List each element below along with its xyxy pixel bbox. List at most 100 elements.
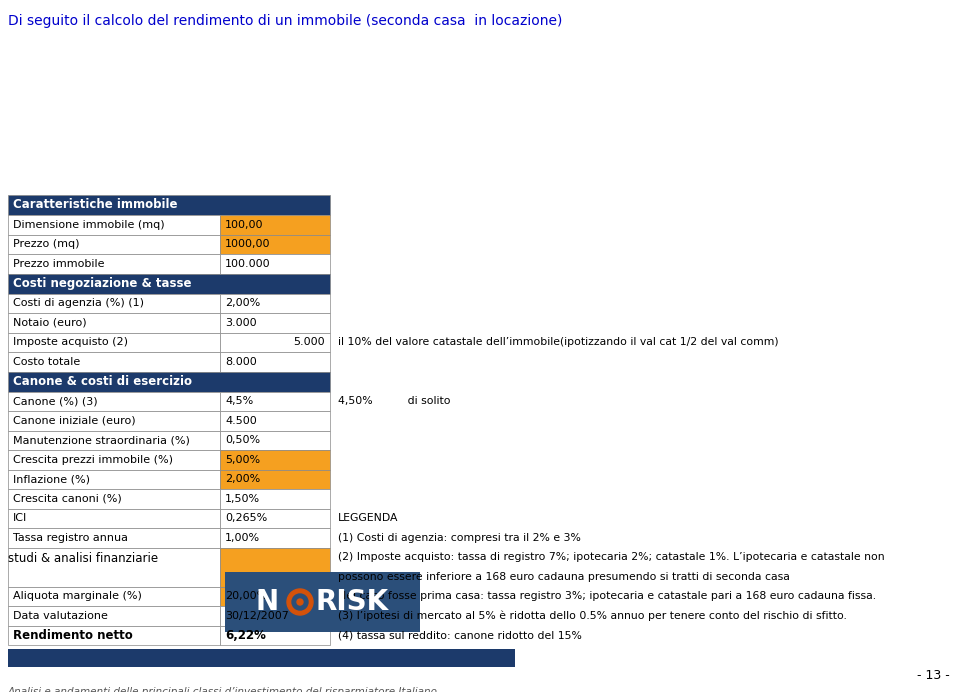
- Text: ICI: ICI: [13, 513, 27, 523]
- Text: Analisi e andamenti delle principali classi d’investimento del risparmiatore Ita: Analisi e andamenti delle principali cla…: [8, 687, 438, 692]
- Text: 20,00%: 20,00%: [225, 591, 267, 601]
- Text: il 10% del valore catastale dell’immobile(ipotizzando il val cat 1/2 del val com: il 10% del valore catastale dell’immobil…: [338, 337, 779, 347]
- FancyBboxPatch shape: [8, 626, 220, 645]
- FancyBboxPatch shape: [220, 215, 330, 235]
- FancyBboxPatch shape: [220, 392, 330, 411]
- Text: 100.000: 100.000: [225, 259, 271, 268]
- Text: Crescita canoni (%): Crescita canoni (%): [13, 494, 122, 504]
- Circle shape: [297, 599, 303, 605]
- FancyBboxPatch shape: [8, 372, 330, 392]
- Text: 5,00%: 5,00%: [225, 455, 260, 465]
- Text: N: N: [255, 588, 278, 616]
- FancyBboxPatch shape: [8, 649, 515, 667]
- FancyBboxPatch shape: [8, 254, 220, 273]
- FancyBboxPatch shape: [8, 293, 220, 313]
- Text: Imposte acquisto (2): Imposte acquisto (2): [13, 337, 128, 347]
- Text: Canone (%) (3): Canone (%) (3): [13, 397, 98, 406]
- Text: Canone iniziale (euro): Canone iniziale (euro): [13, 416, 135, 426]
- FancyBboxPatch shape: [225, 572, 420, 632]
- Text: 0,265%: 0,265%: [225, 513, 267, 523]
- FancyBboxPatch shape: [220, 450, 330, 469]
- FancyBboxPatch shape: [8, 235, 220, 254]
- Text: 1,50%: 1,50%: [225, 494, 260, 504]
- Text: Tassa registro annua: Tassa registro annua: [13, 533, 128, 543]
- FancyBboxPatch shape: [220, 430, 330, 450]
- FancyBboxPatch shape: [8, 215, 220, 235]
- Text: LEGGENDA: LEGGENDA: [338, 513, 398, 523]
- Text: Costi di agenzia (%) (1): Costi di agenzia (%) (1): [13, 298, 144, 308]
- Text: 1,00%: 1,00%: [225, 533, 260, 543]
- Text: 100,00: 100,00: [225, 220, 263, 230]
- Text: 3.000: 3.000: [225, 318, 256, 328]
- FancyBboxPatch shape: [8, 469, 220, 489]
- FancyBboxPatch shape: [8, 489, 220, 509]
- FancyBboxPatch shape: [8, 195, 330, 215]
- Text: 0,50%: 0,50%: [225, 435, 260, 445]
- Text: Rendimento netto: Rendimento netto: [13, 629, 132, 641]
- Text: 1000,00: 1000,00: [225, 239, 271, 249]
- FancyBboxPatch shape: [8, 450, 220, 469]
- Text: (4) tassa sul reddito: canone ridotto del 15%: (4) tassa sul reddito: canone ridotto de…: [338, 630, 582, 640]
- Text: Manutenzione straordinaria (%): Manutenzione straordinaria (%): [13, 435, 190, 445]
- FancyBboxPatch shape: [220, 489, 330, 509]
- FancyBboxPatch shape: [8, 430, 220, 450]
- Text: 30/12/2007: 30/12/2007: [225, 611, 289, 621]
- Text: Crescita prezzi immobile (%): Crescita prezzi immobile (%): [13, 455, 173, 465]
- FancyBboxPatch shape: [8, 528, 220, 547]
- Text: - 13 -: - 13 -: [917, 669, 950, 682]
- Text: possono essere inferiore a 168 euro cadauna presumendo si tratti di seconda casa: possono essere inferiore a 168 euro cada…: [338, 572, 790, 582]
- Text: 2,00%: 2,00%: [225, 474, 260, 484]
- Text: Data valutazione: Data valutazione: [13, 611, 108, 621]
- FancyBboxPatch shape: [8, 352, 220, 372]
- FancyBboxPatch shape: [220, 293, 330, 313]
- Text: 4,50%          di solito: 4,50% di solito: [338, 397, 450, 406]
- Text: RISK: RISK: [316, 588, 389, 616]
- Text: Prezzo immobile: Prezzo immobile: [13, 259, 105, 268]
- Text: (3) l’ipotesi di mercato al 5% è ridotta dello 0.5% annuo per tenere conto del r: (3) l’ipotesi di mercato al 5% è ridotta…: [338, 610, 847, 621]
- FancyBboxPatch shape: [8, 606, 220, 626]
- Text: Prezzo (mq): Prezzo (mq): [13, 239, 80, 249]
- Text: 4,5%: 4,5%: [225, 397, 253, 406]
- FancyBboxPatch shape: [8, 273, 330, 293]
- Text: Costo totale: Costo totale: [13, 357, 81, 367]
- Text: Nel caso fosse prima casa: tassa registro 3%; ipotecaria e catastale pari a 168 : Nel caso fosse prima casa: tassa registr…: [338, 591, 876, 601]
- Text: 5.000: 5.000: [294, 337, 325, 347]
- Text: 2,00%: 2,00%: [225, 298, 260, 308]
- Text: Di seguito il calcolo del rendimento di un immobile (seconda casa  in locazione): Di seguito il calcolo del rendimento di …: [8, 14, 563, 28]
- FancyBboxPatch shape: [8, 392, 220, 411]
- FancyBboxPatch shape: [220, 469, 330, 489]
- Circle shape: [292, 594, 308, 610]
- FancyBboxPatch shape: [220, 313, 330, 332]
- FancyBboxPatch shape: [8, 547, 220, 587]
- FancyBboxPatch shape: [220, 352, 330, 372]
- Text: studi & analisi finanziarie: studi & analisi finanziarie: [8, 552, 158, 565]
- FancyBboxPatch shape: [220, 587, 330, 606]
- FancyBboxPatch shape: [220, 528, 330, 547]
- Text: Costi negoziazione & tasse: Costi negoziazione & tasse: [13, 277, 191, 290]
- Text: Inflazione (%): Inflazione (%): [13, 474, 90, 484]
- FancyBboxPatch shape: [8, 313, 220, 332]
- Text: Aliquota marginale (%): Aliquota marginale (%): [13, 591, 142, 601]
- FancyBboxPatch shape: [220, 547, 330, 587]
- Text: (1) Costi di agenzia: compresi tra il 2% e 3%: (1) Costi di agenzia: compresi tra il 2%…: [338, 533, 581, 543]
- FancyBboxPatch shape: [220, 626, 330, 645]
- Text: Caratteristiche immobile: Caratteristiche immobile: [13, 199, 178, 212]
- Text: 6,22%: 6,22%: [225, 629, 266, 641]
- FancyBboxPatch shape: [8, 587, 220, 606]
- Text: 8.000: 8.000: [225, 357, 256, 367]
- Text: (2) Imposte acquisto: tassa di registro 7%; ipotecaria 2%; catastale 1%. L’ipote: (2) Imposte acquisto: tassa di registro …: [338, 552, 884, 562]
- FancyBboxPatch shape: [8, 411, 220, 430]
- Text: Canone & costi di esercizio: Canone & costi di esercizio: [13, 375, 192, 388]
- FancyBboxPatch shape: [8, 509, 220, 528]
- Circle shape: [287, 589, 313, 615]
- Text: 4.500: 4.500: [225, 416, 256, 426]
- FancyBboxPatch shape: [220, 235, 330, 254]
- FancyBboxPatch shape: [220, 332, 330, 352]
- FancyBboxPatch shape: [8, 332, 220, 352]
- FancyBboxPatch shape: [220, 606, 330, 626]
- FancyBboxPatch shape: [220, 254, 330, 273]
- FancyBboxPatch shape: [220, 411, 330, 430]
- FancyBboxPatch shape: [220, 509, 330, 528]
- Text: Notaio (euro): Notaio (euro): [13, 318, 86, 328]
- Text: Dimensione immobile (mq): Dimensione immobile (mq): [13, 220, 164, 230]
